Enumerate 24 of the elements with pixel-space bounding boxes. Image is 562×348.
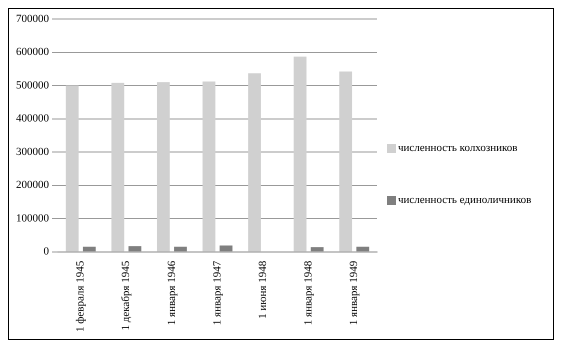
x-tick-label: 1 декабря 1945 <box>120 260 132 330</box>
x-tick-label: 1 июня 1948 <box>256 260 269 319</box>
x-tick-label: 1 января 1947 <box>211 260 224 326</box>
y-tick-label: 400000 <box>16 112 50 125</box>
y-tick-label: 100000 <box>16 212 50 224</box>
legend-label: численность единоличников <box>398 194 532 206</box>
y-tick-label: 0 <box>44 246 50 258</box>
bar <box>202 82 216 252</box>
legend-label: численность колхозников <box>398 142 518 154</box>
y-tick-label: 500000 <box>16 79 50 92</box>
bar <box>111 82 124 252</box>
bar <box>66 86 79 252</box>
x-tick-label: 1 января 1949 <box>348 260 360 326</box>
x-tick-label: 1 февраля 1945 <box>74 260 87 332</box>
x-tick-label: 1 января 1948 <box>302 260 315 326</box>
bar <box>156 82 170 252</box>
x-tick-label: 1 января 1946 <box>166 260 178 326</box>
bar <box>339 72 352 252</box>
y-tick-label: 700000 <box>16 12 50 25</box>
y-tick-label: 300000 <box>16 146 50 158</box>
y-tick-label: 600000 <box>16 46 50 58</box>
bar <box>248 73 261 252</box>
bar <box>294 56 307 252</box>
y-tick-label: 200000 <box>16 179 50 192</box>
